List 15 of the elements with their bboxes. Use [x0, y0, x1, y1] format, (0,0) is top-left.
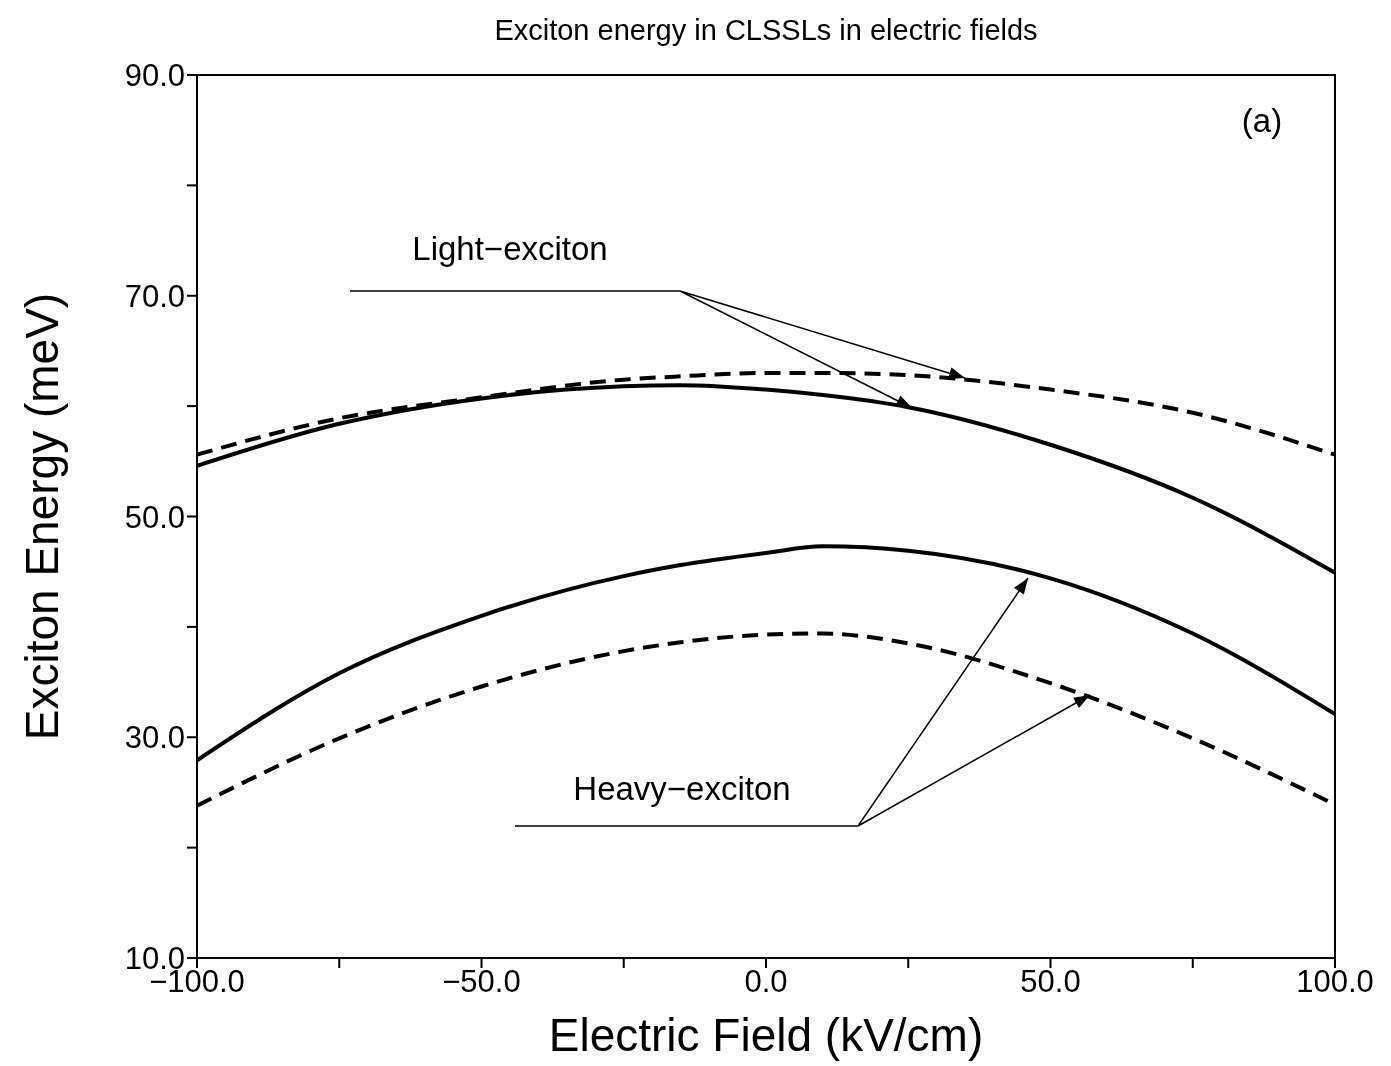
- y-tick-label: 90.0: [124, 58, 185, 93]
- x-tick-label: 50.0: [1020, 964, 1081, 1000]
- x-axis-title: Electric Field (kV/cm): [548, 1009, 984, 1061]
- x-tick-label: 100.0: [1296, 964, 1374, 1000]
- line-series: [197, 544, 1335, 763]
- x-tick-label: −50.0: [442, 964, 521, 1000]
- annotation: Light−exciton: [412, 230, 608, 267]
- annotation: (a): [1241, 102, 1283, 139]
- y-tick-label: 30.0: [124, 720, 185, 756]
- chart-title: Exciton energy in CLSSLs in electric fields: [493, 14, 1039, 47]
- annotation: Heavy−exciton: [573, 770, 791, 807]
- y-tick-label: 50.0: [124, 499, 185, 535]
- y-axis-title: Exciton Energy (meV): [16, 292, 69, 741]
- y-tick-label: 70.0: [124, 278, 185, 314]
- x-tick-label: 0.0: [744, 964, 788, 1000]
